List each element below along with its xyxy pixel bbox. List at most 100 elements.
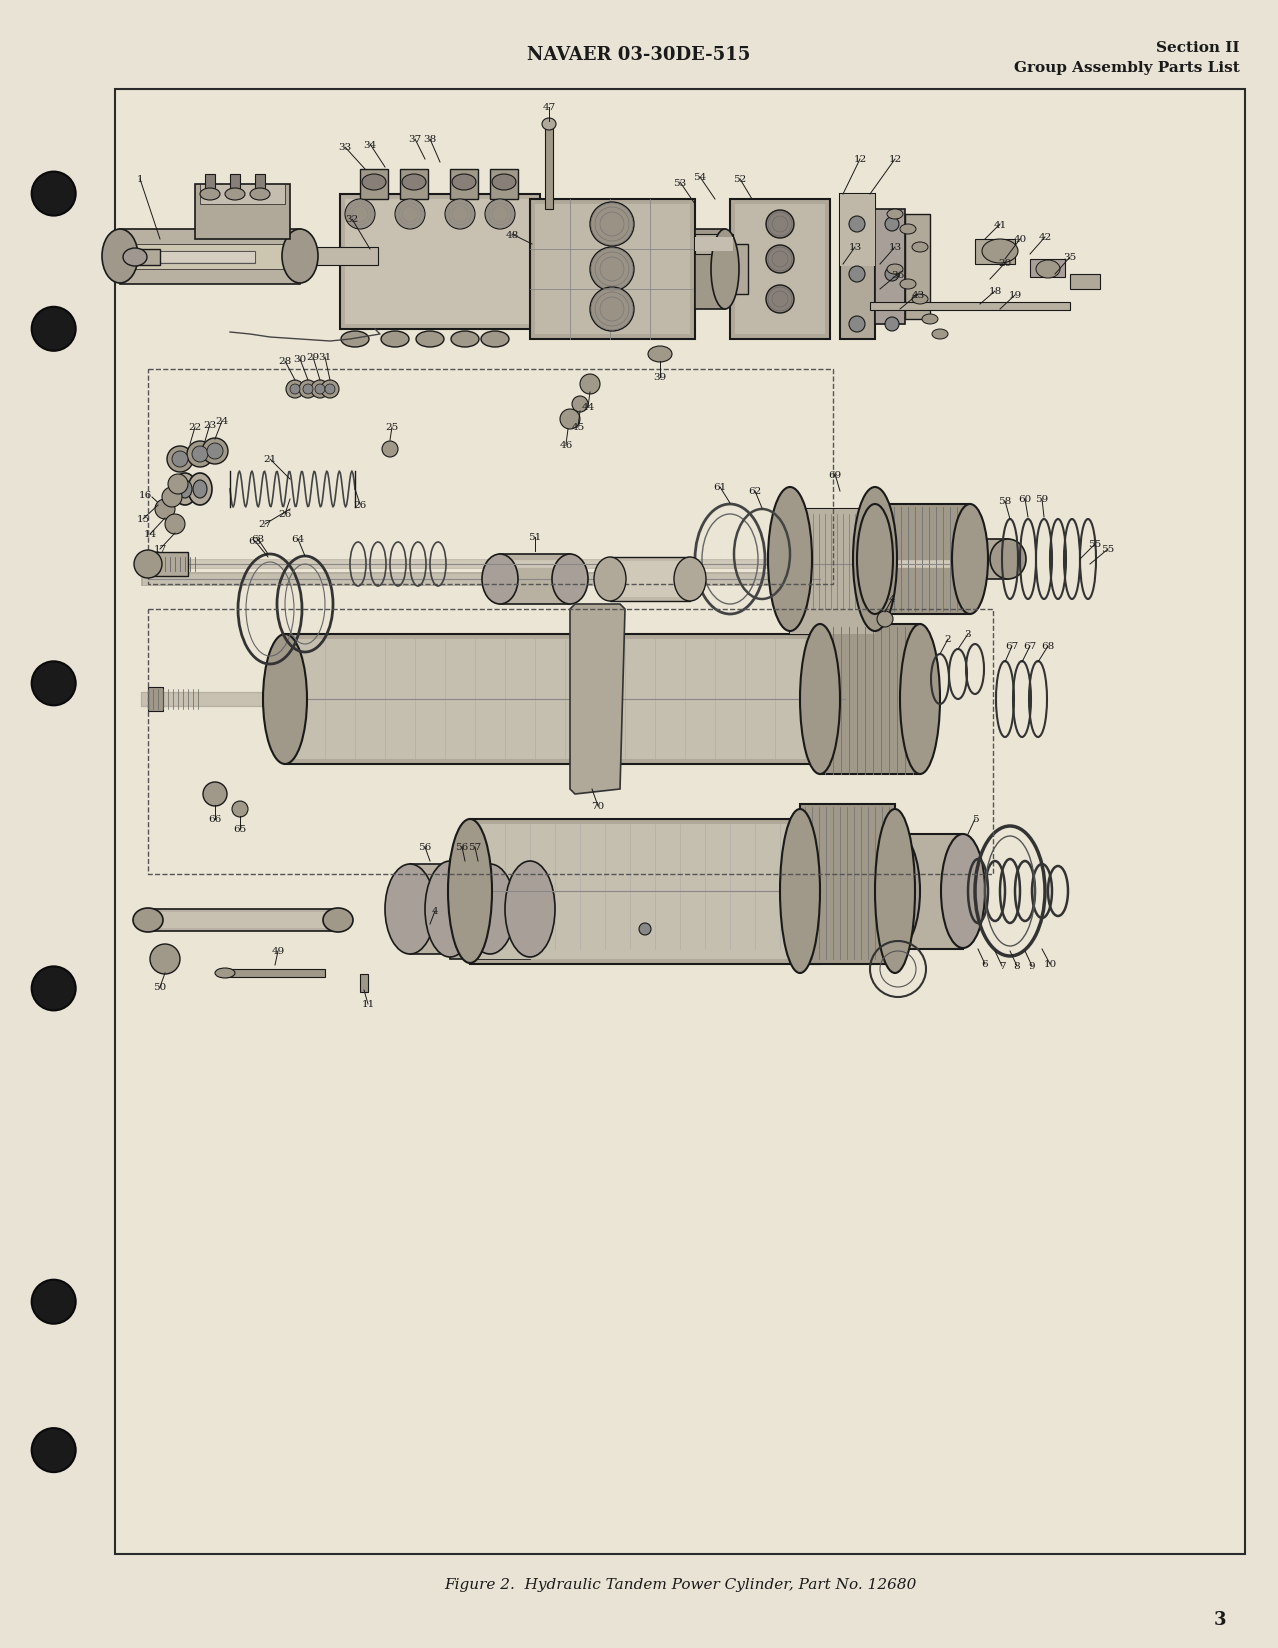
Text: 26: 26	[354, 501, 367, 509]
Text: Group Assembly Parts List: Group Assembly Parts List	[1015, 61, 1240, 74]
Ellipse shape	[887, 265, 904, 275]
Text: 70: 70	[592, 803, 604, 811]
Ellipse shape	[452, 175, 475, 191]
Bar	[135, 250, 160, 265]
Ellipse shape	[766, 246, 794, 274]
Bar	[400, 170, 428, 199]
Text: 49: 49	[271, 948, 285, 956]
Text: 63: 63	[252, 536, 265, 544]
Bar	[148, 910, 337, 931]
Circle shape	[32, 173, 75, 216]
Ellipse shape	[445, 199, 475, 229]
Ellipse shape	[900, 224, 916, 236]
Text: 31: 31	[318, 353, 331, 363]
Bar	[450, 170, 478, 199]
Bar	[735, 204, 826, 335]
Text: 22: 22	[188, 424, 202, 432]
Ellipse shape	[921, 315, 938, 325]
Text: 58: 58	[998, 498, 1012, 506]
Ellipse shape	[187, 442, 213, 468]
Ellipse shape	[941, 834, 985, 949]
Ellipse shape	[884, 218, 898, 232]
Text: 5: 5	[971, 816, 979, 824]
Ellipse shape	[711, 229, 739, 310]
Bar	[870, 303, 1070, 311]
Text: Figure 2.  Hydraulic Tandem Power Cylinder, Part No. 12680: Figure 2. Hydraulic Tandem Power Cylinde…	[443, 1577, 916, 1590]
Bar	[135, 252, 256, 262]
Text: 67: 67	[1006, 643, 1019, 651]
Ellipse shape	[884, 318, 898, 331]
Text: NAVAER 03-30DE-515: NAVAER 03-30DE-515	[528, 46, 750, 64]
Ellipse shape	[674, 557, 705, 602]
Circle shape	[32, 967, 75, 1010]
Text: 41: 41	[993, 221, 1007, 229]
Text: 68: 68	[1042, 643, 1054, 651]
Ellipse shape	[162, 488, 181, 508]
Bar	[475, 824, 815, 959]
Ellipse shape	[134, 550, 162, 578]
Bar	[500, 555, 570, 605]
Text: 2: 2	[944, 634, 951, 644]
Bar	[148, 369, 833, 585]
Text: 3: 3	[1214, 1610, 1227, 1628]
Ellipse shape	[849, 316, 865, 333]
Bar	[730, 199, 829, 339]
Text: 23: 23	[203, 420, 217, 428]
Ellipse shape	[385, 865, 435, 954]
Bar	[345, 199, 535, 325]
Bar	[204, 175, 215, 194]
Bar	[120, 229, 300, 285]
Bar	[410, 865, 489, 954]
Bar	[790, 509, 875, 634]
Bar	[120, 246, 300, 270]
Bar	[135, 252, 256, 264]
Ellipse shape	[900, 625, 941, 775]
Text: 69: 69	[828, 470, 842, 480]
Text: 10: 10	[1043, 959, 1057, 969]
Ellipse shape	[594, 557, 626, 602]
Ellipse shape	[323, 908, 353, 933]
Ellipse shape	[766, 211, 794, 239]
Ellipse shape	[417, 331, 443, 348]
Ellipse shape	[849, 267, 865, 283]
Text: 17: 17	[153, 545, 166, 554]
Text: 40: 40	[1013, 236, 1026, 244]
Ellipse shape	[167, 447, 193, 473]
Text: 47: 47	[542, 104, 556, 112]
Bar	[450, 860, 530, 959]
Ellipse shape	[286, 381, 304, 399]
Ellipse shape	[484, 199, 515, 229]
Text: 54: 54	[694, 173, 707, 183]
Ellipse shape	[451, 331, 479, 348]
Ellipse shape	[505, 862, 555, 957]
Ellipse shape	[875, 809, 915, 974]
Ellipse shape	[465, 865, 515, 954]
Bar	[898, 834, 964, 949]
Circle shape	[32, 1429, 75, 1472]
Ellipse shape	[167, 475, 188, 494]
Text: 25: 25	[386, 424, 399, 432]
Text: 4: 4	[888, 595, 896, 605]
Text: 44: 44	[581, 404, 594, 412]
Ellipse shape	[639, 923, 651, 936]
Ellipse shape	[912, 242, 928, 252]
Text: 14: 14	[143, 531, 157, 539]
Bar	[230, 175, 240, 194]
Text: 53: 53	[674, 178, 686, 188]
Bar	[199, 185, 285, 204]
Ellipse shape	[102, 229, 138, 283]
Ellipse shape	[849, 218, 865, 232]
Text: 56: 56	[455, 844, 469, 852]
Text: 50: 50	[153, 982, 166, 992]
Bar	[695, 229, 725, 310]
Bar	[285, 634, 845, 765]
Text: 55: 55	[1102, 545, 1114, 554]
Text: 59: 59	[1035, 494, 1049, 504]
Ellipse shape	[150, 944, 180, 974]
Bar	[613, 562, 688, 598]
Ellipse shape	[932, 330, 948, 339]
Text: 48: 48	[505, 231, 519, 239]
Ellipse shape	[314, 384, 325, 396]
Ellipse shape	[193, 481, 207, 499]
Ellipse shape	[481, 331, 509, 348]
